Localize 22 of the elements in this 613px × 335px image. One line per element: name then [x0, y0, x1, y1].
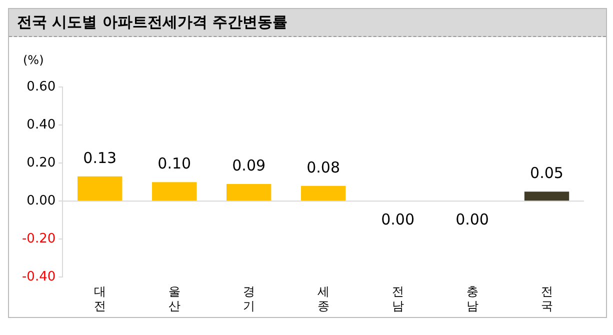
data-label: 0.00 [381, 210, 414, 229]
chart-title: 전국 시도별 아파트전세가격 주간변동률 [9, 9, 606, 37]
data-label: 0.00 [456, 210, 489, 229]
y-tick-label: 0.00 [26, 193, 56, 208]
data-label: 0.10 [158, 154, 192, 172]
x-tick-label: 전국 [540, 284, 553, 313]
y-axis-title: (%) [23, 53, 44, 68]
y-tick-label: -0.40 [22, 270, 56, 285]
y-tick-label: 0.40 [26, 117, 56, 132]
x-tick-label: 울산 [168, 284, 180, 313]
data-label: 0.05 [530, 164, 564, 182]
y-tick-label: 0.60 [26, 79, 56, 94]
x-tick-label: 경기 [242, 284, 255, 313]
data-label: 0.08 [306, 158, 340, 176]
x-tick-label: 세종 [317, 284, 330, 313]
x-tick-label: 전남 [392, 284, 404, 313]
y-tick-label: 0.20 [26, 155, 56, 170]
data-label: 0.13 [83, 148, 117, 167]
x-tick-label: 충남 [466, 284, 478, 313]
x-tick-label: 대전 [94, 284, 106, 313]
y-tick-label: -0.20 [22, 232, 56, 247]
data-label: 0.09 [232, 156, 266, 174]
